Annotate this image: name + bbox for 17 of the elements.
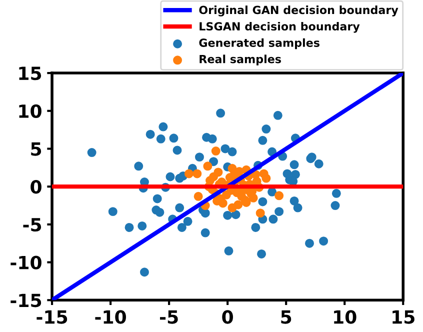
y-tick-label: 5 [31, 142, 42, 156]
legend-label: Original GAN decision boundary [199, 6, 398, 16]
legend-label: Generated samples [199, 38, 320, 50]
y-tick-label: -5 [23, 218, 42, 232]
y-tick-label: 10 [19, 104, 42, 118]
x-tick-label: -5 [160, 310, 178, 324]
y-tick-label: 0 [30, 180, 42, 194]
legend-label: Real samples [200, 54, 281, 66]
x-tick-label: 10 [334, 310, 356, 324]
y-tick-label: 15 [19, 66, 42, 80]
y-tick-label: -15 [10, 294, 42, 308]
x-tick-label: 15 [392, 310, 414, 324]
legend-label: LSGAN decision boundary [200, 22, 360, 33]
x-tick-label: 0 [222, 310, 233, 324]
y-tick-label: -10 [10, 256, 42, 270]
x-tick-label: -10 [95, 310, 126, 324]
x-tick-label: 5 [281, 310, 292, 324]
